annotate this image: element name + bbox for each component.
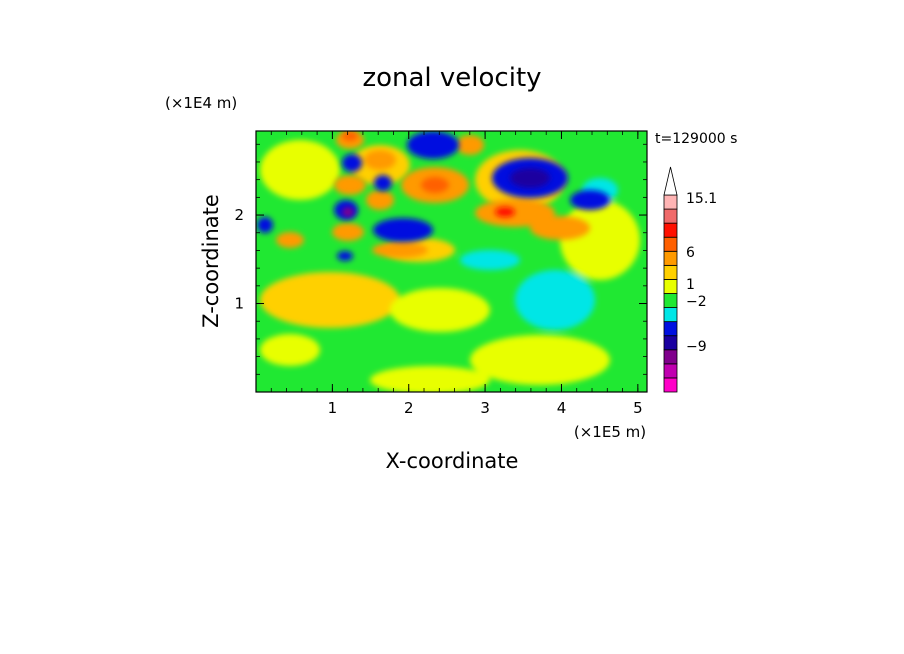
field-region <box>570 190 610 210</box>
colorbar-level <box>663 194 678 210</box>
colorbar-level <box>663 222 678 238</box>
velocity-field <box>256 131 647 392</box>
colorbar-level <box>663 293 678 308</box>
field-region <box>373 218 433 242</box>
field-region <box>372 242 428 258</box>
field-region <box>515 270 595 330</box>
field-region <box>460 250 520 270</box>
colorbar-label: −9 <box>686 339 707 355</box>
field-region <box>260 140 340 200</box>
field-region <box>530 216 590 240</box>
field-region <box>334 175 366 195</box>
field-region <box>342 154 362 172</box>
y-axis-label: Z-coordinate <box>199 194 223 328</box>
colorbar: 15.1 6 1−2 −9 <box>663 166 717 393</box>
x-tick-label: 1 <box>328 399 338 417</box>
field-region <box>374 175 392 191</box>
field-region <box>370 366 490 392</box>
field-region <box>390 288 490 332</box>
field-region <box>510 168 550 188</box>
colorbar-level <box>663 250 678 266</box>
colorbar-level <box>663 377 678 393</box>
field-region <box>332 223 364 241</box>
colorbar-level <box>663 264 678 280</box>
colorbar-label: 15.1 <box>686 191 717 207</box>
field-region <box>337 251 353 261</box>
colorbar-level <box>663 236 678 252</box>
field-region <box>456 135 484 155</box>
x-tick-label: 4 <box>557 399 567 417</box>
colorbar-label: 1 <box>686 277 695 293</box>
field-region <box>260 334 320 366</box>
colorbar-level <box>663 321 678 337</box>
field-region <box>421 177 449 193</box>
x-axis: 1 2 3 4 5 <box>270 131 643 417</box>
colorbar-label: −2 <box>686 294 707 310</box>
y-tick-label: 1 <box>234 295 244 313</box>
colorbar-level <box>663 307 678 323</box>
colorbar-level <box>663 208 678 224</box>
y-axis: 12 <box>234 143 647 375</box>
x-tick-label: 5 <box>633 399 643 417</box>
field-region <box>407 131 459 159</box>
x-tick-label: 3 <box>480 399 490 417</box>
field-region <box>260 272 400 328</box>
colorbar-level <box>663 349 678 365</box>
colorbar-level <box>663 335 678 351</box>
field-region <box>366 190 394 210</box>
colorbar-level <box>663 279 678 294</box>
field-region <box>342 131 358 141</box>
field-region <box>364 150 396 170</box>
y-tick-label: 2 <box>234 206 244 224</box>
field-region <box>470 335 610 385</box>
chart-title: zonal velocity <box>362 63 541 93</box>
field-region <box>560 200 640 280</box>
field-region <box>342 207 354 217</box>
y-unit-label: (×1E4 m) <box>165 94 237 112</box>
field-region <box>276 232 304 248</box>
field-region <box>475 199 555 227</box>
field-region <box>257 217 273 233</box>
colorbar-level <box>663 363 678 379</box>
time-label: t=129000 s <box>655 131 737 147</box>
colorbar-extend-arrow <box>663 166 678 196</box>
x-tick-label: 2 <box>404 399 414 417</box>
plot-frame <box>255 130 648 393</box>
colorbar-label: 6 <box>686 245 695 261</box>
x-axis-label: X-coordinate <box>386 449 519 473</box>
x-unit-label: (×1E5 m) <box>574 423 646 441</box>
field-region <box>495 207 515 217</box>
